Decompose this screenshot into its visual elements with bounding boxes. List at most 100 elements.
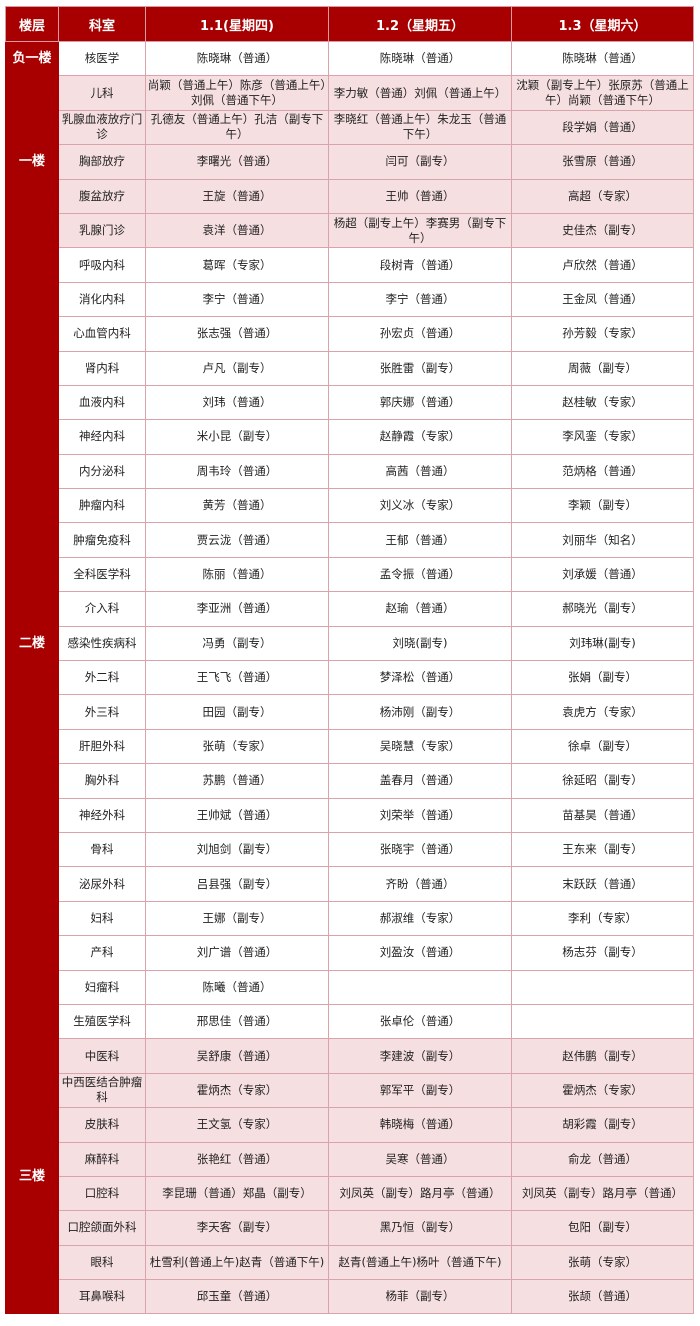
department-cell: 儿科 bbox=[58, 75, 146, 111]
table-row: 中西医结合肿瘤科 霍炳杰（专家） 郭军平（副专） 霍炳杰（专家） bbox=[6, 1072, 694, 1109]
floor-label: 一楼 bbox=[5, 75, 59, 249]
day-2-doctor-cell: 赵青(普通上午)杨叶（普通下午) bbox=[328, 1244, 512, 1281]
day-1-doctor-cell: 陈曦（普通） bbox=[145, 969, 329, 1005]
day-3-doctor-cell: 末跃跃（普通） bbox=[511, 866, 694, 902]
table-row: 皮肤科 王文氢（专家） 韩晓梅（普通） 胡彩霞（副专） bbox=[6, 1107, 694, 1143]
day-2-doctor-cell: 梦泽松（普通） bbox=[328, 660, 512, 696]
department-cell: 感染性疾病科 bbox=[58, 625, 146, 662]
day-2-doctor-cell: 刘晓(副专) bbox=[328, 625, 512, 662]
day-3-doctor-cell: 张萌（专家） bbox=[511, 1244, 694, 1281]
table-row: 口腔科 李昆珊（普通）郑晶（副专） 刘凤英（副专）路月亭（普通） 刘凤英（副专）路月亭… bbox=[6, 1175, 694, 1212]
day-3-doctor-cell: 范炳格（普通） bbox=[511, 453, 694, 490]
department-cell: 生殖医学科 bbox=[58, 1003, 146, 1040]
department-cell: 神经内科 bbox=[58, 419, 146, 455]
table-row: 血液内科 刘玮（普通） 郭庆娜（普通） 赵桂敏（专家） bbox=[6, 384, 694, 421]
day-3-doctor-cell: 赵桂敏（专家） bbox=[511, 384, 694, 421]
day-2-doctor-cell: 杨超（副专上午）李赛男（副专下午） bbox=[328, 212, 512, 249]
department-cell: 口腔科 bbox=[58, 1175, 146, 1212]
department-cell: 胸部放疗 bbox=[58, 144, 146, 180]
day-2-doctor-cell: 段树青（普通） bbox=[328, 247, 512, 283]
table-row: 骨科 刘旭剑（副专） 张晓宇（普通） 王东来（副专） bbox=[6, 831, 694, 868]
department-cell: 胸外科 bbox=[58, 763, 146, 799]
day-3-doctor-cell: 张雪原（普通） bbox=[511, 144, 694, 180]
header-day-3: 1.3（星期六） bbox=[511, 6, 694, 42]
department-cell: 核医学 bbox=[58, 40, 146, 77]
department-cell: 外二科 bbox=[58, 660, 146, 696]
day-2-doctor-cell: 杨菲（副专） bbox=[328, 1279, 512, 1315]
day-1-doctor-cell: 邢思佳（普通） bbox=[145, 1003, 329, 1040]
table-row: 妇科 王娜（副专） 郝淑维（专家） 李利（专家） bbox=[6, 900, 694, 937]
day-2-doctor-cell: 吴晓慧（专家） bbox=[328, 728, 512, 765]
day-1-doctor-cell: 葛晖（专家） bbox=[145, 247, 329, 283]
day-3-doctor-cell: 苗基昊（普通） bbox=[511, 797, 694, 833]
department-cell: 妇科 bbox=[58, 900, 146, 937]
day-2-doctor-cell: 盖春月（普通） bbox=[328, 763, 512, 799]
day-3-doctor-cell: 张娟（副专） bbox=[511, 660, 694, 696]
day-3-doctor-cell: 周薇（副专） bbox=[511, 350, 694, 386]
day-2-doctor-cell: 李宁（普通） bbox=[328, 281, 512, 318]
day-1-doctor-cell: 袁洋（普通） bbox=[145, 212, 329, 249]
table-row: 乳腺门诊 袁洋（普通） 杨超（副专上午）李赛男（副专下午） 史佳杰（副专） bbox=[6, 212, 694, 249]
day-2-doctor-cell: 刘义冰（专家） bbox=[328, 488, 512, 524]
department-cell: 呼吸内科 bbox=[58, 247, 146, 283]
department-cell: 腹盆放疗 bbox=[58, 178, 146, 214]
department-cell: 麻醉科 bbox=[58, 1141, 146, 1177]
department-cell: 消化内科 bbox=[58, 281, 146, 318]
table-row: 神经外科 王帅斌（普通） 刘荣举（普通） 苗基昊（普通） bbox=[6, 797, 694, 833]
day-1-doctor-cell: 吴舒康（普通） bbox=[145, 1038, 329, 1074]
department-cell: 外三科 bbox=[58, 694, 146, 730]
day-1-doctor-cell: 冯勇（副专） bbox=[145, 625, 329, 662]
day-1-doctor-cell: 黄芳（普通） bbox=[145, 488, 329, 524]
table-row: 肝胆外科 张萌（专家） 吴晓慧（专家） 徐卓（副专） bbox=[6, 728, 694, 765]
day-1-doctor-cell: 李天客（副专） bbox=[145, 1210, 329, 1246]
department-cell: 内分泌科 bbox=[58, 453, 146, 490]
table-row: 胸外科 苏鹏（普通） 盖春月（普通） 徐延昭（副专） bbox=[6, 763, 694, 799]
department-cell: 肾内科 bbox=[58, 350, 146, 386]
day-3-doctor-cell: 段学娟（普通） bbox=[511, 109, 694, 146]
day-2-doctor-cell: 李晓红（普通上午）朱龙玉（普通下午） bbox=[328, 109, 512, 146]
day-1-doctor-cell: 王帅斌（普通） bbox=[145, 797, 329, 833]
day-2-doctor-cell: 郭军平（副专） bbox=[328, 1072, 512, 1109]
table-row: 耳鼻喉科 邱玉童（普通） 杨菲（副专） 张颉（普通） bbox=[6, 1279, 694, 1315]
department-cell: 血液内科 bbox=[58, 384, 146, 421]
day-1-doctor-cell: 尚颖（普通上午）陈彦（普通上午）刘佩（普通下午） bbox=[145, 75, 329, 111]
table-row: 神经内科 米小昆（副专） 赵静霞（专家） 李风銮（专家） bbox=[6, 419, 694, 455]
day-3-doctor-cell bbox=[511, 1003, 694, 1040]
table-row: 妇瘤科 陈曦（普通） bbox=[6, 969, 694, 1005]
header-day-1: 1.1(星期四) bbox=[145, 6, 329, 42]
day-1-doctor-cell: 杜雪利(普通上午)赵青（普通下午) bbox=[145, 1244, 329, 1281]
day-3-doctor-cell: 赵伟鹏（副专） bbox=[511, 1038, 694, 1074]
table-row: 麻醉科 张艳红（普通） 吴寒（普通） 俞龙（普通） bbox=[6, 1141, 694, 1177]
table-row: 外二科 王飞飞（普通） 梦泽松（普通） 张娟（副专） bbox=[6, 660, 694, 696]
day-2-doctor-cell: 闫可（副专） bbox=[328, 144, 512, 180]
table-row: 腹盆放疗 王旋（普通） 王帅（普通） 高超（专家） bbox=[6, 178, 694, 214]
day-2-doctor-cell: 孟令振（普通） bbox=[328, 556, 512, 593]
department-cell: 肝胆外科 bbox=[58, 728, 146, 765]
day-3-doctor-cell: 张颉（普通） bbox=[511, 1279, 694, 1315]
day-1-doctor-cell: 张艳红（普通） bbox=[145, 1141, 329, 1177]
header-row: 楼层 科室 1.1(星期四) 1.2（星期五） 1.3（星期六） bbox=[5, 6, 694, 42]
floor-label: 负一楼 bbox=[5, 40, 59, 77]
day-3-doctor-cell: 刘承媛（普通） bbox=[511, 556, 694, 593]
table-row: 一楼 儿科 尚颖（普通上午）陈彦（普通上午）刘佩（普通下午） 李力敏（普通）刘佩（普通… bbox=[5, 75, 694, 249]
day-3-doctor-cell: 包阳（副专） bbox=[511, 1210, 694, 1246]
table-row: 消化内科 李宁（普通） 李宁（普通） 王金凤（普通） bbox=[6, 281, 694, 318]
department-cell: 中西医结合肿瘤科 bbox=[58, 1072, 146, 1109]
department-cell: 产科 bbox=[58, 935, 146, 971]
table-row: 泌尿外科 吕县强（副专） 齐盼（普通） 末跃跃（普通） bbox=[6, 866, 694, 902]
table-row: 介入科 李亚洲（普通） 赵瑜（普通） 郝晓光（副专） bbox=[6, 591, 694, 627]
table-row: 乳腺血液放疗门诊 孔德友（普通上午）孔洁（副专下午） 李晓红（普通上午）朱龙玉（普通… bbox=[6, 109, 694, 146]
department-cell: 全科医学科 bbox=[58, 556, 146, 593]
day-3-doctor-cell: 王东来（副专） bbox=[511, 831, 694, 868]
table-row: 心血管内科 张志强（普通） 孙宏贞（普通） 孙芳毅（专家） bbox=[6, 316, 694, 352]
day-3-doctor-cell: 高超（专家） bbox=[511, 178, 694, 214]
day-3-doctor-cell: 徐延昭（副专） bbox=[511, 763, 694, 799]
day-1-doctor-cell: 苏鹏（普通） bbox=[145, 763, 329, 799]
day-2-doctor-cell: 郝淑维（专家） bbox=[328, 900, 512, 937]
table-row: 口腔颌面外科 李天客（副专） 黑乃恒（副专） 包阳（副专） bbox=[6, 1210, 694, 1246]
department-cell: 妇瘤科 bbox=[58, 969, 146, 1005]
day-3-doctor-cell: 王金凤（普通） bbox=[511, 281, 694, 318]
day-3-doctor-cell: 俞龙（普通） bbox=[511, 1141, 694, 1177]
department-cell: 乳腺门诊 bbox=[58, 212, 146, 249]
day-1-doctor-cell: 邱玉童（普通） bbox=[145, 1279, 329, 1315]
